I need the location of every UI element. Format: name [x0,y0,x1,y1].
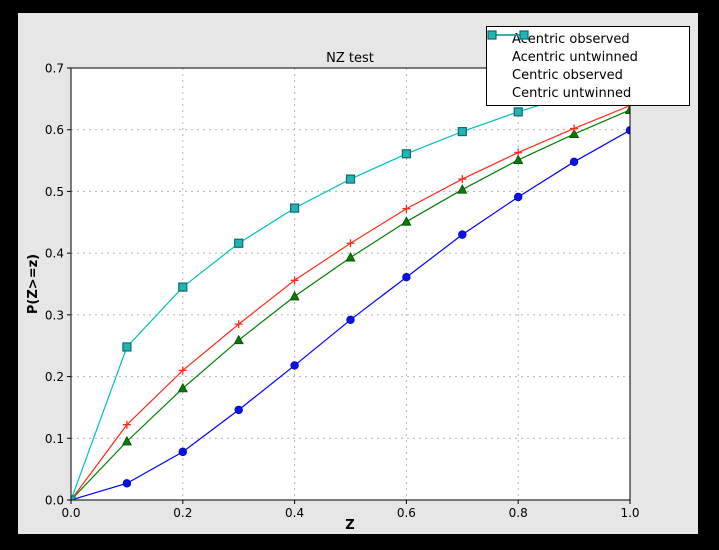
data-point-circle [569,157,579,167]
legend-line-sample [487,30,529,40]
data-point-circle [402,273,411,282]
legend-label: Acentric untwinned [512,49,638,65]
data-point-triangle [121,435,132,446]
data-point-plus [346,239,355,248]
data-point-plus [178,366,187,375]
data-point-plus [514,148,523,157]
figure-canvas: 0.0 0.2 0.4 0.6 0.8 1.0 0.0 0.1 0.2 0.3 0.4 0.5 0.6 0… [18,13,698,534]
data-point-triangle [513,154,524,164]
data-point-triangle [457,184,468,194]
data-point-square [457,126,467,137]
data-point-square [71,495,76,500]
data-point-plus [570,124,579,133]
series-acentric-observed [71,126,630,500]
x-axis-label: Z [345,518,354,533]
legend-item-centric-observed: Centric observed [487,31,689,84]
data-point-circle [346,315,355,324]
x-tick-label: 0.0 [61,506,80,520]
y-tick-label: 0.7 [45,62,64,76]
legend-label: Acentric observed [512,31,630,47]
data-point-circle [122,479,132,488]
data-point-circle [290,361,299,370]
legend: Acentric observed Acentric untwinned Centr… [486,26,690,106]
plot-frame [70,67,631,501]
data-point-square [345,174,356,184]
data-point-square [178,282,188,292]
y-tick-label: 0.2 [45,370,64,384]
x-tick-label: 0.6 [397,506,416,520]
data-point-triangle [624,104,630,114]
y-tick-label: 0.6 [45,123,64,137]
data-point-square [234,238,244,248]
data-point-triangle [345,252,356,262]
y-tick-label: 0.4 [45,247,64,261]
data-point-plus [402,204,411,213]
y-axis-label: P(Z>=z) [26,254,41,314]
data-point-square [487,30,497,40]
legend-label: Centric untwinned [512,85,632,101]
x-tick-label: 0.8 [509,506,528,520]
data-point-square [519,30,529,40]
x-tick-label: 0.4 [285,506,304,520]
legend-item-centric-untwinned: Centric untwinned [487,30,689,102]
x-tick-label: 1.0 [620,506,639,520]
data-point-circle [234,405,243,415]
data-point-triangle [401,216,412,226]
data-point-square [401,149,411,159]
chart-title: NZ test [326,51,374,66]
data-point-square [290,203,300,213]
y-tick-label: 0.1 [45,432,64,446]
data-point-triangle [177,382,188,393]
data-point-plus [290,276,299,285]
x-tick-label: 0.2 [173,506,192,520]
data-point-square [122,342,132,352]
legend-label: Centric observed [512,67,623,83]
data-point-triangle [569,128,580,139]
y-tick-label: 0.5 [45,185,64,199]
y-tick-label: 0.0 [45,494,64,508]
y-tick-label: 0.3 [45,308,64,322]
plot-background [71,68,630,500]
chart: 0.0 0.2 0.4 0.6 0.8 1.0 0.0 0.1 0.2 0.3 0.4 0.5 0.6 0… [26,51,640,533]
data-point-circle [514,192,523,202]
data-point-triangle [289,290,300,301]
legend-item-acentric-untwinned: Acentric untwinned [487,34,689,66]
data-point-circle [178,447,187,457]
data-point-plus [458,175,467,184]
data-point-circle [458,230,467,239]
data-point-square [513,107,523,117]
data-point-plus [122,420,131,429]
data-point-circle [625,126,630,135]
data-point-triangle [233,334,244,345]
data-point-plus [234,320,243,329]
axis-ticks: 0.0 0.2 0.4 0.6 0.8 1.0 0.0 0.1 0.2 0.3 0.4 0.5 0.6 0… [45,62,640,521]
